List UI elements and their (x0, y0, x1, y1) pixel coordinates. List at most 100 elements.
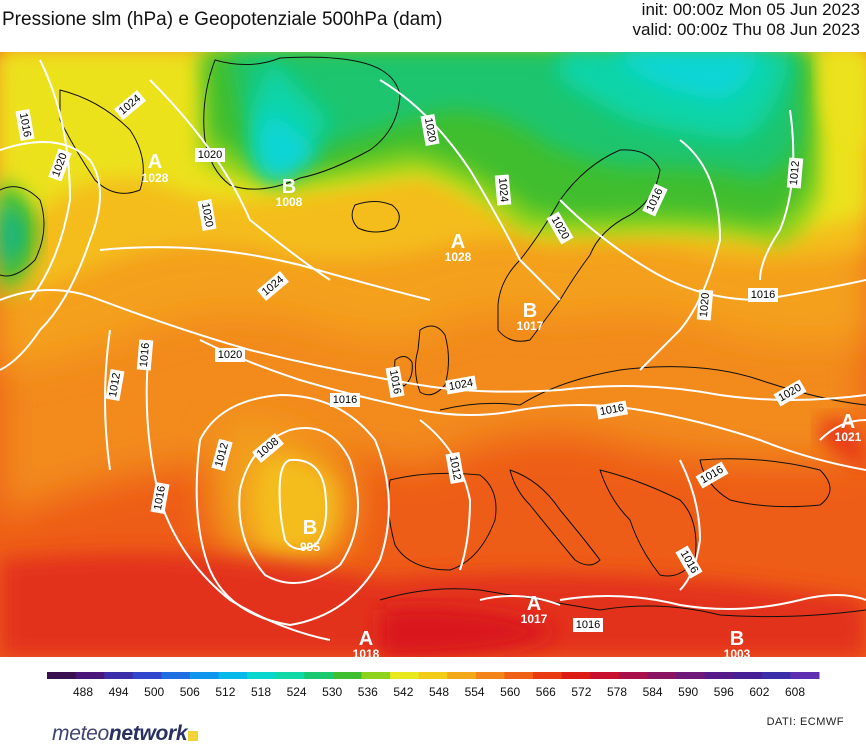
isobar-label: 1020 (199, 202, 215, 228)
geopotential-field (0, 52, 866, 657)
isobar-labels: 1016 1020 1024 1020 1020 1024 1020 1024 … (15, 89, 807, 632)
colorbar-swatch (332, 672, 363, 679)
colorbar-swatch (590, 672, 620, 679)
data-source: DATI: ECMWF (766, 716, 844, 728)
valid-time: valid: 00:00z Thu 08 Jun 2023 (632, 20, 860, 39)
svg-text:1021: 1021 (835, 430, 862, 444)
svg-text:1028: 1028 (445, 250, 472, 264)
italy-coast (509, 469, 601, 566)
isobar-label: 1012 (107, 372, 123, 398)
map-title: Pressione slm (hPa) e Geopotenziale 500h… (2, 9, 443, 30)
labrador-coast (0, 186, 45, 277)
logo-text-network: network (108, 722, 188, 745)
colorbar-swatch (533, 672, 563, 679)
colorbar-legend: 488 494 500 506 512 518 524 530 536 542 548 554 560 5… (0, 668, 866, 704)
colorbar-tick-label: 554 (465, 685, 485, 699)
svg-text:1017: 1017 (521, 612, 548, 626)
isobar-label: 1016 (387, 369, 403, 395)
init-time: init: 00:00z Mon 05 Jun 2023 (641, 0, 860, 19)
colorbar-tick-label: 560 (500, 685, 520, 699)
colorbar-tick-label: 494 (109, 685, 129, 699)
isobar-label: 1024 (448, 377, 474, 393)
svg-text:B: B (303, 517, 317, 539)
iceland-coast (351, 201, 400, 233)
isobar-label: 1016 (138, 342, 152, 367)
colorbar-swatch (390, 672, 420, 679)
colorbar-swatch (132, 672, 162, 679)
svg-text:995: 995 (300, 540, 320, 554)
colorbar-swatch (761, 672, 791, 679)
svg-text:A: A (148, 151, 162, 173)
svg-text:1008: 1008 (276, 195, 303, 209)
svg-text:B: B (523, 300, 537, 322)
isobar-label: 1016 (599, 402, 625, 418)
isobar-label: 1016 (152, 485, 168, 511)
svg-text:1017: 1017 (517, 319, 544, 333)
svg-text:B: B (282, 176, 296, 198)
svg-text:A: A (527, 593, 541, 615)
colorbar-tick-label: 596 (714, 685, 734, 699)
colorbar-tick-label: 542 (393, 685, 413, 699)
colorbar-swatch (704, 672, 734, 679)
logo-square-icon (188, 731, 199, 741)
svg-text:A: A (841, 411, 855, 433)
svg-text:1018: 1018 (353, 647, 380, 657)
isobar-label: 1020 (698, 292, 712, 317)
colorbar-tick-label: 584 (643, 685, 663, 699)
colorbar-swatch (161, 672, 191, 679)
colorbar-swatch (361, 672, 391, 679)
colorbar-swatch (733, 672, 763, 679)
colorbar-svg: 488 494 500 506 512 518 524 530 536 542 548 554 560 5… (47, 672, 820, 699)
colorbar-labels: 488 494 500 506 512 518 524 530 536 542 548 554 560 5… (73, 685, 805, 699)
meteonetwork-logo[interactable]: meteonetwork (52, 722, 199, 746)
colorbar-tick-label: 578 (607, 685, 627, 699)
colorbar-swatch (475, 672, 505, 679)
colorbar-tick-label: 488 (73, 685, 93, 699)
britain-coast (414, 325, 449, 396)
colorbar-swatches (47, 672, 820, 679)
colorbar-tick-label: 530 (322, 685, 342, 699)
colorbar-swatch (504, 672, 534, 679)
colorbar-tick-label: 506 (180, 685, 200, 699)
svg-text:1003: 1003 (724, 647, 751, 657)
colorbar-tick-label: 524 (287, 685, 307, 699)
colorbar-swatch (447, 672, 477, 679)
colorbar-swatch (647, 672, 677, 679)
colorbar-tick-label: 518 (251, 685, 271, 699)
run-info: init: 00:00z Mon 05 Jun 2023 valid: 00:0… (633, 0, 860, 40)
svg-text:1028: 1028 (142, 171, 169, 185)
isobar-label: 1024 (496, 177, 510, 202)
svg-text:A: A (451, 231, 465, 253)
black-sea-coast (699, 458, 831, 508)
colorbar-swatch (790, 672, 820, 679)
colorbar-swatch (189, 672, 220, 679)
colorbar-swatch (218, 672, 248, 679)
colorbar-swatch (418, 672, 448, 679)
svg-text:B: B (730, 628, 744, 650)
colorbar-tick-label: 566 (536, 685, 556, 699)
north-africa-coast (379, 588, 866, 618)
isobar-label: 1016 (333, 394, 357, 406)
colorbar-tick-label: 590 (678, 685, 698, 699)
colorbar-swatch (75, 672, 105, 679)
colorbar-swatch (676, 672, 706, 679)
isobar-label: 1012 (788, 160, 802, 185)
balkans-coast (599, 469, 697, 577)
map-canvas: 1016 1020 1024 1020 1020 1024 1020 1024 … (0, 52, 866, 657)
colorbar-tick-label: 500 (144, 685, 164, 699)
weather-map[interactable]: 1016 1020 1024 1020 1020 1024 1020 1024 … (0, 52, 866, 657)
colorbar-swatch (618, 672, 648, 679)
colorbar-swatch (275, 672, 305, 679)
colorbar-swatch (47, 672, 77, 679)
isobar-label: 1016 (751, 289, 775, 301)
colorbar-tick-label: 548 (429, 685, 449, 699)
